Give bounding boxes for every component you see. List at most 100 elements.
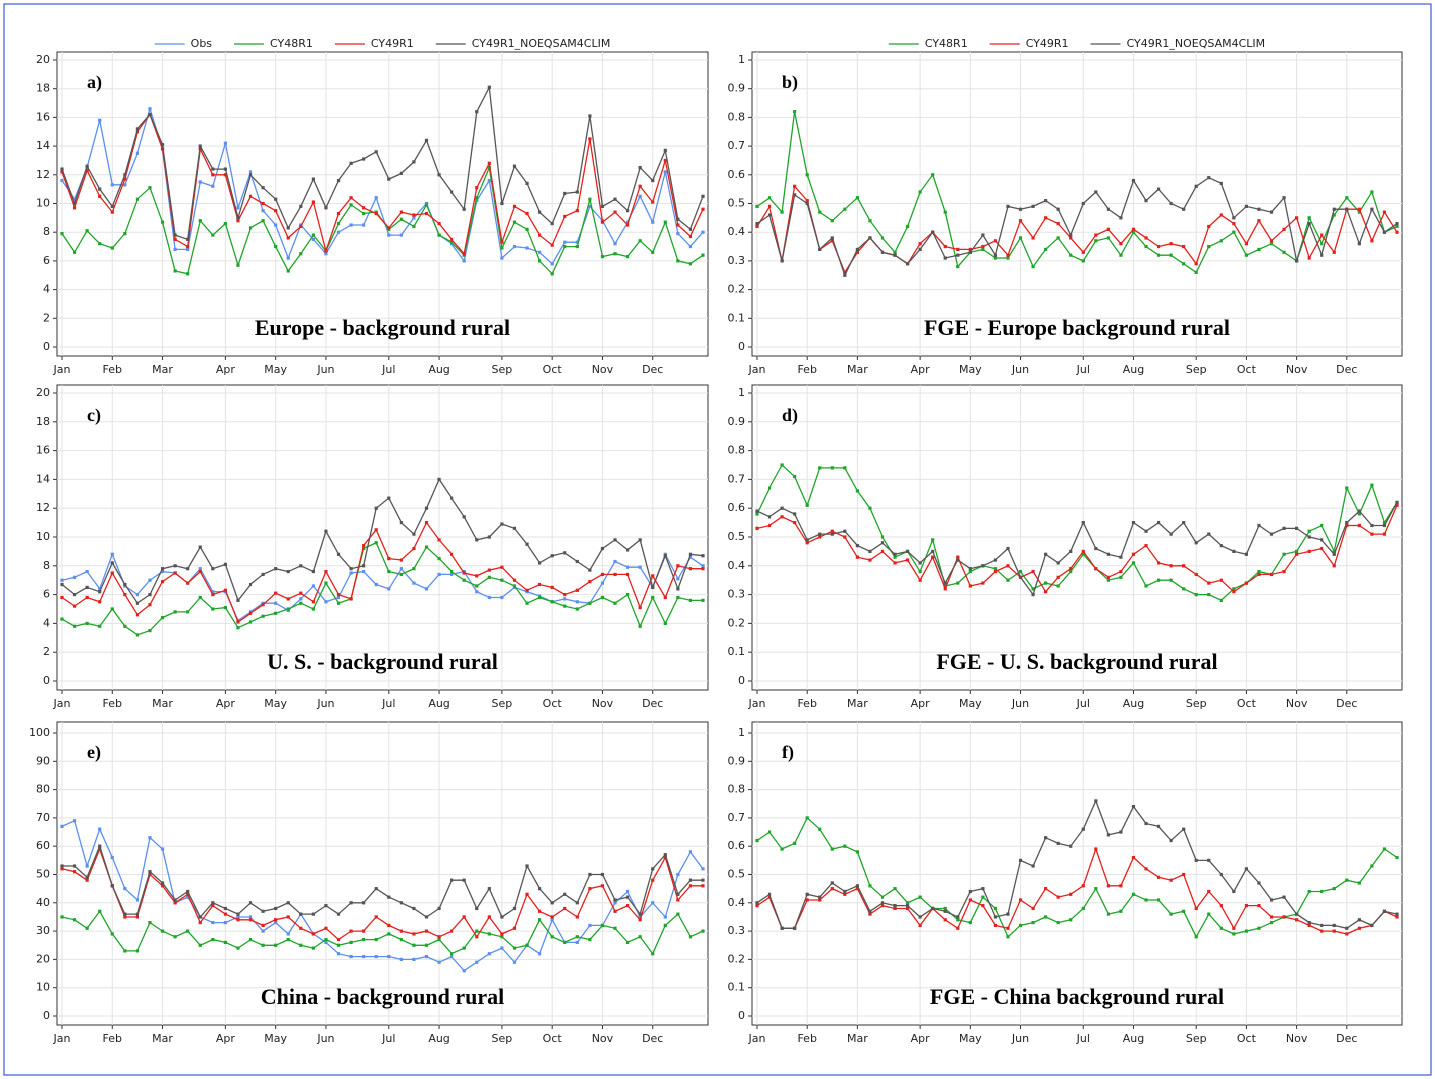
data-point <box>1382 521 1387 525</box>
data-point <box>135 593 140 597</box>
data-point <box>261 201 265 206</box>
data-point <box>588 601 592 605</box>
data-point <box>1081 250 1085 254</box>
y-tick-label: 0 <box>738 674 745 687</box>
data-point <box>324 569 328 574</box>
panel-title: Europe - background rural <box>255 315 510 340</box>
data-point <box>236 206 240 210</box>
data-point <box>299 204 303 208</box>
data-point <box>299 564 303 568</box>
data-point <box>1106 578 1110 582</box>
data-point <box>324 581 328 585</box>
data-point <box>993 915 998 919</box>
x-tick-label: Oct <box>543 1032 563 1045</box>
data-point <box>412 213 416 217</box>
data-point <box>755 904 759 908</box>
data-point <box>1370 923 1374 928</box>
plot-area <box>751 721 1403 1026</box>
data-point <box>349 567 353 571</box>
data-point <box>500 565 504 569</box>
data-point <box>550 243 554 247</box>
data-point <box>98 844 102 848</box>
data-point <box>223 167 227 171</box>
data-point <box>651 574 655 578</box>
data-point <box>575 244 579 249</box>
data-point <box>349 161 353 165</box>
y-tick-label: 0.4 <box>728 559 746 572</box>
data-point <box>1018 569 1023 574</box>
data-point <box>1332 552 1336 556</box>
x-tick-label: Jan <box>748 697 766 710</box>
data-point <box>755 901 759 905</box>
y-tick-label: 90 <box>36 754 50 767</box>
data-point <box>1119 253 1123 257</box>
data-point <box>931 555 935 559</box>
data-point <box>362 954 366 959</box>
panel-label: c) <box>87 405 101 426</box>
legend-label: CY48R1 <box>925 37 968 50</box>
data-point <box>374 150 378 154</box>
x-tick-label: Jun <box>316 1032 334 1045</box>
data-point <box>805 538 809 542</box>
data-point <box>588 872 592 877</box>
data-point <box>450 569 454 574</box>
data-point <box>918 242 922 246</box>
data-point <box>173 901 177 905</box>
data-point <box>1056 561 1060 565</box>
series-line <box>756 463 1398 602</box>
data-point <box>1232 889 1236 894</box>
data-point <box>286 269 290 273</box>
data-point <box>1207 244 1211 249</box>
x-tick-label: Oct <box>1237 363 1257 376</box>
legend-label: Obs <box>191 37 213 50</box>
data-point <box>1094 546 1098 551</box>
data-point <box>1119 216 1123 220</box>
data-point <box>123 887 127 891</box>
data-point <box>336 952 341 956</box>
data-point <box>1357 926 1361 930</box>
data-point <box>286 597 290 601</box>
data-point <box>1156 578 1161 582</box>
data-point <box>223 912 227 916</box>
data-point <box>475 929 479 933</box>
data-point <box>324 252 328 256</box>
data-point <box>500 595 504 600</box>
data-point <box>186 237 190 241</box>
data-point <box>1069 567 1073 571</box>
data-point <box>993 567 998 571</box>
data-point <box>931 230 935 234</box>
data-point <box>538 909 542 913</box>
data-point <box>223 906 227 911</box>
data-point <box>311 946 315 950</box>
data-point <box>651 595 655 600</box>
data-point <box>387 569 391 574</box>
data-point <box>261 209 265 213</box>
data-point <box>186 892 190 896</box>
data-point <box>701 929 705 933</box>
data-point <box>424 203 429 207</box>
legend-label: CY49R1 <box>1026 37 1069 50</box>
data-point <box>248 226 253 230</box>
data-point <box>613 601 617 605</box>
data-point <box>274 601 278 605</box>
data-point <box>868 506 872 510</box>
y-tick-label: 16 <box>36 444 50 457</box>
data-point <box>701 884 705 888</box>
y-tick-label: 60 <box>36 839 50 852</box>
data-point <box>211 184 215 188</box>
data-point <box>880 541 885 545</box>
data-point <box>613 559 617 564</box>
y-tick-label: 18 <box>36 415 50 428</box>
data-point <box>299 252 303 256</box>
data-point <box>123 624 127 628</box>
data-point <box>274 197 278 201</box>
x-tick-label: Jun <box>316 697 334 710</box>
data-point <box>1219 598 1223 602</box>
data-point <box>1320 242 1324 246</box>
data-point <box>311 233 315 237</box>
data-point <box>1169 564 1173 568</box>
data-point <box>261 572 265 577</box>
data-point <box>893 561 897 565</box>
y-tick-label: 14 <box>36 472 50 485</box>
data-point <box>236 620 240 624</box>
